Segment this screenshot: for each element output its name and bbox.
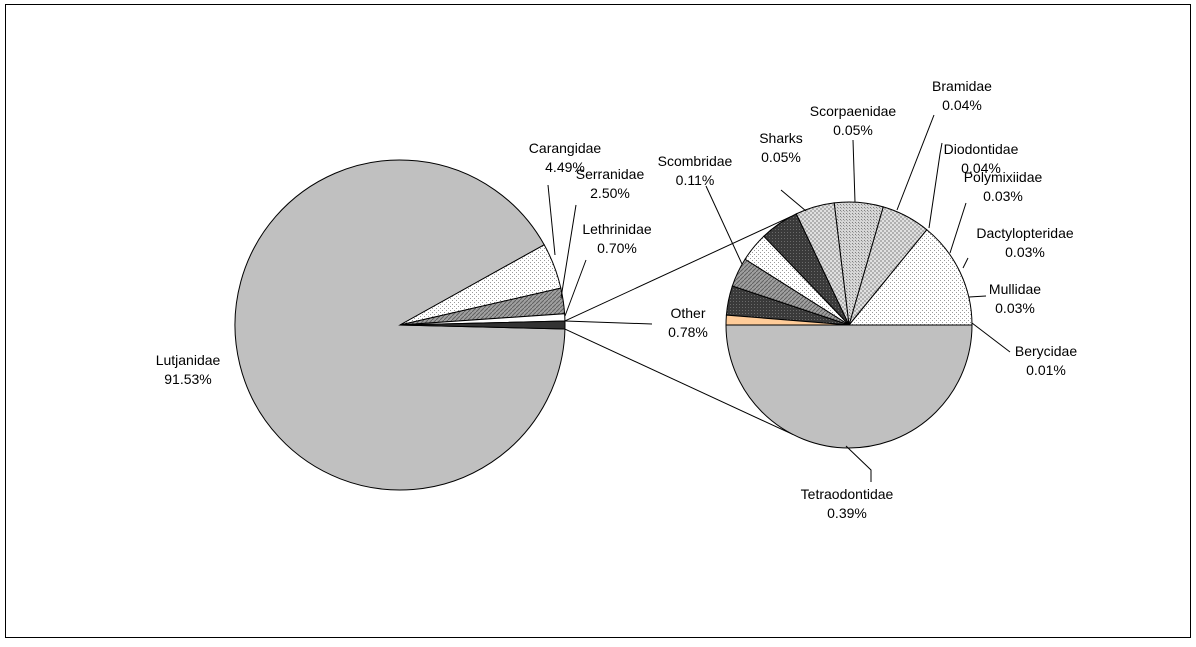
label-dactylopteridae-name-label: Dactylopteridae [976, 225, 1073, 241]
label-tetraodontidae-leader-line [845, 445, 872, 482]
label-lutjanidae-name-label: Lutjanidae [156, 352, 221, 368]
label-polymixiidae-value-label: 0.03% [983, 188, 1023, 204]
leader-lines [547, 114, 1011, 482]
label-bramidae-value-label: 0.04% [942, 97, 982, 113]
label-serranidae-leader-line [560, 204, 577, 299]
label-other-name-label: Other [670, 305, 705, 321]
label-scorpaenidae-name-label: Scorpaenidae [810, 103, 897, 119]
slice-scombridae [847, 229, 973, 326]
label-scorpaenidae-leader-line [852, 139, 856, 203]
connector-lines [564, 215, 794, 436]
label-diodontidae-leader-line [928, 142, 943, 229]
label-serranidae-value-label: 2.50% [590, 185, 630, 201]
slice-tetraodontidae [725, 324, 973, 449]
label-mullidae-leader-line [968, 295, 987, 298]
label-scorpaenidae-value-label: 0.05% [833, 122, 873, 138]
label-tetraodontidae-name-label: Tetraodontidae [801, 486, 894, 502]
chart-border [5, 4, 1191, 638]
label-mullidae-value-label: 0.03% [995, 300, 1035, 316]
label-sharks-name-label: Sharks [759, 130, 803, 146]
label-lethrinidae-value-label: 0.70% [597, 240, 637, 256]
data-labels: Lutjanidae 91.53% Carangidae 4.49%Serranida… [156, 78, 1078, 521]
label-sharks-value-label: 0.05% [761, 149, 801, 165]
label-scombridae-name-label: Scombridae [658, 153, 733, 169]
primary-pie [234, 159, 566, 491]
label-scombridae-leader-line [705, 185, 743, 265]
label-bramidae-leader-line [896, 114, 935, 211]
label-carangidae-name-label: Carangidae [529, 140, 602, 156]
label-tetraodontidae-value-label: 0.39% [827, 505, 867, 521]
connector-line-top [564, 215, 792, 322]
label-other-leader-line [564, 320, 653, 325]
label-berycidae-name-label: Berycidae [1015, 343, 1077, 359]
label-berycidae-leader-line [971, 322, 1011, 353]
label-dactylopteridae-leader-line [962, 257, 969, 269]
label-diodontidae-name-label: Diodontidae [944, 141, 1019, 157]
label-carangidae-value-label: 4.49% [545, 159, 585, 175]
label-diodontidae-value-label: 0.04% [961, 160, 1001, 176]
label-scombridae-value-label: 0.11% [676, 172, 715, 188]
label-other-value-label: 0.78% [668, 324, 708, 340]
label-carangidae-leader-line [547, 184, 556, 256]
label-berycidae-value-label: 0.01% [1026, 362, 1066, 378]
label-polymixiidae-leader-line [949, 202, 967, 254]
label-lutjanidae-value-label: 91.53% [164, 371, 211, 387]
label-lethrinidae-leader-line [564, 259, 587, 317]
slice-other [399, 320, 566, 330]
label-serranidae-name-label: Serranidae [576, 166, 645, 182]
secondary-pie [725, 201, 973, 449]
label-bramidae-name-label: Bramidae [932, 78, 992, 94]
slice-berycidae [725, 314, 850, 326]
label-polymixiidae-name-label: Polymixiidae [964, 169, 1043, 185]
label-mullidae-name-label: Mullidae [989, 281, 1041, 297]
label-sharks-leader-line [780, 189, 807, 212]
connector-line-bottom [564, 328, 794, 436]
label-lethrinidae-name-label: Lethrinidae [582, 221, 651, 237]
label-dactylopteridae-value-label: 0.03% [1005, 244, 1045, 260]
